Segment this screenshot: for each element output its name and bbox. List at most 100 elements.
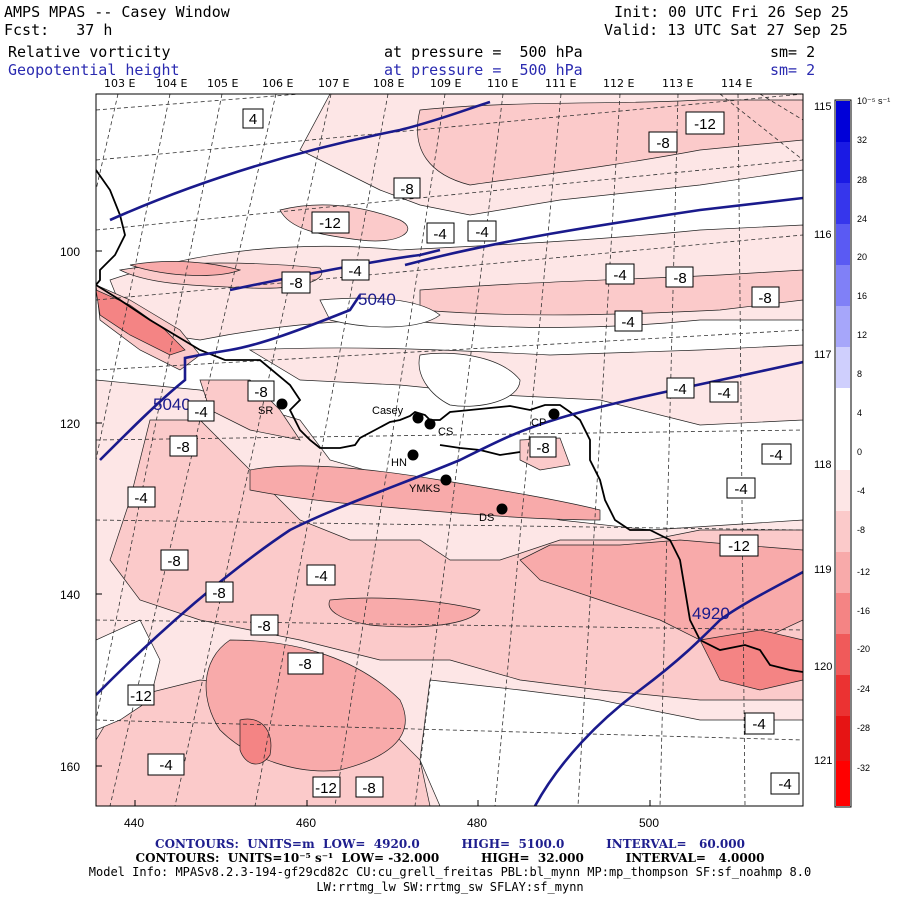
station-label: HN (391, 457, 407, 469)
colorbar-label: 8 (857, 369, 862, 379)
field2-smoothing: sm= 2 (770, 61, 816, 79)
svg-text:-4: -4 (194, 404, 207, 421)
forecast-hour: Fcst: 37 h (4, 21, 113, 39)
colorbar-labels: 10⁻⁵ s⁻¹ 32 28 24 20 16 12 8 4 0 -4 -8 -… (857, 96, 890, 773)
svg-text:-4: -4 (621, 314, 634, 331)
y-tick-label: 160 (60, 760, 80, 774)
svg-text:-8: -8 (176, 439, 189, 456)
colorbar-label: -24 (857, 684, 870, 694)
height-label: 5040 (153, 395, 191, 414)
vort-label: -8 (281, 271, 311, 294)
vort-label: -4 (761, 443, 792, 465)
lon-label: 109 E (430, 77, 462, 90)
y-tick-label: 100 (60, 245, 80, 259)
vort-label: -8 (355, 776, 384, 798)
vort-label: -12 (719, 534, 759, 557)
svg-text:-8: -8 (673, 270, 686, 287)
x-tick-label: 440 (124, 816, 144, 830)
lon-label: 112 E (603, 77, 635, 90)
svg-text:-12: -12 (130, 688, 152, 705)
svg-text:-8: -8 (289, 275, 302, 292)
svg-text:-8: -8 (257, 618, 270, 635)
vort-label: -8 (529, 436, 557, 458)
svg-text:-4: -4 (314, 568, 327, 585)
colorbar-label: 12 (857, 330, 867, 340)
vort-label: -8 (287, 652, 324, 675)
field1-name: Relative vorticity (8, 43, 171, 61)
station-label: YMKS (409, 483, 440, 495)
vort-label: -12 (685, 111, 725, 135)
plot-title: AMPS MPAS -- Casey Window (4, 3, 230, 21)
vort-label: -8 (205, 581, 234, 603)
colorbar-label: -8 (857, 525, 865, 535)
vort-label: -4 (147, 753, 185, 776)
model-info: Model Info: MPASv8.2.3-194-gf29cd82c CU:… (88, 865, 812, 879)
station-label: CP (531, 417, 546, 429)
station-marker (412, 412, 424, 424)
lon-label: 110 E (487, 77, 519, 90)
vort-label: -12 (312, 776, 341, 798)
x-tick-label: 460 (296, 816, 316, 830)
colorbar-label: 0 (857, 447, 862, 457)
station-label: Casey (372, 405, 404, 417)
vort-label: -12 (127, 684, 155, 706)
plot-frame (95, 93, 804, 807)
colorbar-label: -12 (857, 567, 870, 577)
colorbar-label: -28 (857, 723, 870, 733)
init-time: Init: 00 UTC Fri 26 Sep 25 (614, 3, 849, 21)
station-marker (424, 418, 436, 430)
colorbar-label: -16 (857, 606, 870, 616)
field1-smoothing: sm= 2 (770, 43, 816, 61)
vort-label: -8 (160, 549, 189, 571)
vorticity-shading (96, 94, 803, 806)
vort-label: -8 (648, 131, 678, 153)
colorbar-unit: 10⁻⁵ s⁻¹ (857, 96, 890, 106)
field1-level: at pressure = 500 hPa (384, 43, 583, 61)
svg-text:-4: -4 (778, 776, 791, 793)
vort-label: -4 (187, 400, 215, 422)
colorbar-label: 16 (857, 291, 867, 301)
svg-text:-8: -8 (400, 181, 413, 198)
vort-label: -8 (247, 380, 275, 402)
vort-label: -4 (709, 381, 739, 403)
valid-time: Valid: 13 UTC Sat 27 Sep 25 (604, 21, 848, 39)
lon-label: 106 E (262, 77, 294, 90)
svg-text:-12: -12 (319, 215, 341, 232)
lon-label: 108 E (373, 77, 405, 90)
lon-label: 111 E (545, 77, 577, 90)
station-label: DS (479, 512, 494, 524)
lon-label: 103 E (104, 77, 136, 90)
axis-ticks: 100 120 140 160 440 460 480 500 (60, 245, 659, 830)
y-tick-label: 120 (60, 417, 80, 431)
lon-label: 107 E (318, 77, 350, 90)
colorbar-label: 24 (857, 214, 867, 224)
vort-label: -4 (605, 263, 635, 285)
svg-text:-8: -8 (298, 656, 311, 673)
vort-label: -4 (426, 222, 455, 244)
y-tick-label: 140 (60, 588, 80, 602)
colorbar-label: 28 (857, 175, 867, 185)
svg-text:-4: -4 (769, 447, 782, 464)
svg-text:-12: -12 (694, 116, 716, 133)
colorbar-label: -4 (857, 486, 865, 496)
field2-name: Geopotential height (8, 61, 180, 79)
vorticity-contour-info: CONTOURS: UNITS=10⁻⁵ s⁻¹ LOW= -32.000 HI… (135, 851, 765, 865)
svg-text:-8: -8 (212, 585, 225, 602)
vorticity-labels: 4 -8 -12 -8 -12 -4 -4 -8 -4 -4 -8 -8 -4 … (127, 108, 800, 798)
vort-label: -8 (393, 177, 421, 199)
colorbar-label: -32 (857, 763, 870, 773)
lon-label: 104 E (156, 77, 188, 90)
vort-label: -8 (665, 266, 694, 288)
svg-text:-4: -4 (159, 757, 172, 774)
vort-label: -12 (311, 211, 350, 234)
vort-label: -4 (127, 486, 156, 508)
svg-text:-8: -8 (536, 440, 549, 457)
vort-label: 4 (242, 108, 264, 129)
x-tick-label: 500 (639, 816, 659, 830)
vort-label: -4 (666, 377, 695, 399)
svg-text:-4: -4 (752, 716, 765, 733)
station-label: SR (258, 405, 273, 417)
svg-text:-4: -4 (348, 263, 361, 280)
station-label: CS (438, 426, 453, 438)
